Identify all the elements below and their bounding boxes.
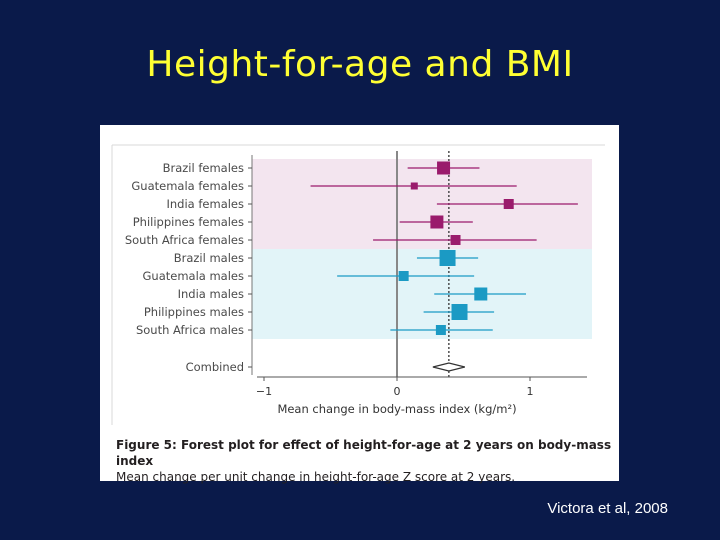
estimate-marker [437,161,451,175]
estimate-marker [451,304,468,320]
estimate-marker [503,199,514,209]
figure-panel: Brazil females Guatemala females India fem… [100,125,619,484]
study-label: Brazil males [174,251,244,265]
study-label: Guatemala males [143,269,245,283]
estimate-marker [450,235,461,245]
estimate-marker [410,182,418,190]
x-axis-label: Mean change in body-mass index (kg/m²) [277,402,516,416]
combined-diamond [432,362,465,372]
citation: Victora et al, 2008 [547,500,668,517]
figure-caption: Figure 5: Forest plot for effect of heig… [116,437,616,485]
study-label: India males [178,287,244,301]
study-label: Philippines males [144,305,244,319]
estimate-marker [435,325,446,335]
estimate-marker [439,250,456,266]
study-label: India females [166,197,244,211]
x-tick-label: −1 [256,385,272,398]
study-label: Brazil females [163,161,244,175]
x-tick-label: 1 [527,385,534,398]
forest-plot: Brazil females Guatemala females India fem… [111,144,605,425]
estimate-marker [430,215,444,229]
caption-title: Figure 5: Forest plot for effect of heig… [116,438,612,468]
study-label: South Africa females [125,233,244,247]
slide-title: Height-for-age and BMI [146,44,574,85]
study-label: South Africa males [136,323,244,337]
study-label: Combined [186,360,244,374]
study-label: Guatemala females [131,179,244,193]
estimate-marker [398,271,409,281]
x-tick-label: 0 [394,385,401,398]
caption-subtitle: Mean change per unit change in height-fo… [116,470,516,484]
study-label: Philippines females [133,215,244,229]
male-band [252,249,592,339]
estimate-marker [474,287,488,301]
